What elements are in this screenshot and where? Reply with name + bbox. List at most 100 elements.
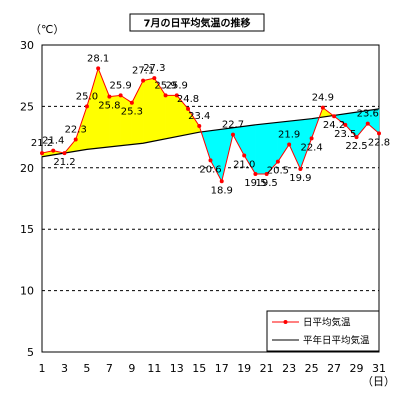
chart-title: 7月の日平均気温の推移 — [144, 17, 251, 30]
data-label: 20.5 — [267, 166, 289, 177]
data-point — [129, 100, 134, 105]
data-label: 27.3 — [143, 63, 165, 74]
data-label: 23.5 — [334, 129, 356, 140]
data-label: 23.6 — [357, 109, 379, 120]
data-label: 25.0 — [76, 91, 98, 102]
data-label: 18.9 — [211, 185, 233, 196]
data-point — [343, 122, 348, 127]
y-tick-label: 10 — [20, 285, 34, 298]
data-point — [141, 78, 146, 83]
data-point — [96, 66, 101, 71]
data-points — [40, 66, 381, 184]
data-point — [320, 105, 325, 110]
y-tick-label: 15 — [20, 223, 34, 236]
chart-title-box: 7月の日平均気温の推移 — [129, 13, 265, 32]
x-tick-label: 11 — [147, 362, 161, 375]
x-tick-label: 15 — [192, 362, 206, 375]
x-axis-label: （日） — [362, 375, 395, 388]
data-point — [242, 153, 247, 158]
data-label: 22.3 — [65, 125, 87, 136]
data-point — [73, 137, 78, 142]
data-point — [84, 104, 89, 109]
legend-marker-daily — [283, 320, 288, 324]
y-tick-label: 20 — [20, 162, 34, 175]
data-point — [208, 158, 213, 163]
y-tick-labels: 5 10 15 20 25 30 — [20, 39, 34, 359]
x-tick-label: 13 — [170, 362, 184, 375]
y-axis-label: （℃） — [30, 23, 64, 36]
x-tick-label: 19 — [237, 362, 251, 375]
x-tick-labels: 1 3 5 7 9 11 13 15 17 19 21 23 25 27 29 31 — [39, 362, 387, 375]
data-point — [152, 76, 157, 81]
data-label: 19.5 — [244, 178, 266, 189]
data-point — [186, 106, 191, 111]
data-label: 21.2 — [31, 138, 53, 149]
fill-above-normal — [165, 95, 178, 140]
data-label: 25.9 — [110, 80, 132, 91]
data-label: 22.8 — [368, 137, 390, 148]
data-label: 24.2 — [323, 120, 345, 131]
data-point — [377, 131, 381, 136]
data-label: 25.9 — [154, 80, 176, 91]
data-point — [287, 142, 292, 147]
data-label: 22.7 — [222, 120, 244, 131]
data-point — [118, 93, 123, 98]
data-label: 24.9 — [312, 93, 334, 104]
x-tick-label: 7 — [106, 362, 113, 375]
data-point — [332, 114, 337, 119]
data-label: 25.3 — [121, 107, 143, 118]
x-tick-label: 31 — [372, 362, 386, 375]
data-label: 21.2 — [53, 157, 75, 168]
x-tick-label: 25 — [305, 362, 319, 375]
legend: 日平均気温 平年日平均気温 — [266, 310, 380, 352]
data-label: 24.8 — [177, 94, 199, 105]
data-point — [365, 121, 370, 126]
data-point — [275, 159, 280, 164]
data-point — [298, 167, 303, 172]
y-tick-label: 25 — [20, 100, 34, 113]
y-tick-label: 5 — [27, 346, 34, 359]
x-tick-label: 5 — [83, 362, 90, 375]
data-point — [354, 135, 359, 140]
legend-label-daily: 日平均気温 — [303, 317, 351, 329]
series-line-normal — [41, 108, 380, 158]
x-tick-label: 1 — [39, 362, 46, 375]
fill-above-normal — [142, 77, 155, 144]
data-point — [163, 93, 168, 98]
legend-box — [266, 310, 380, 352]
data-point — [40, 151, 44, 156]
x-tick-label: 27 — [327, 362, 341, 375]
data-point — [174, 93, 179, 98]
data-point — [107, 94, 112, 99]
data-label: 27.1 — [132, 66, 154, 77]
data-label: 25.8 — [98, 101, 120, 112]
data-point — [51, 148, 56, 153]
x-tick-label: 23 — [282, 362, 296, 375]
x-tick-label: 29 — [350, 362, 364, 375]
data-labels: 21.221.421.222.325.028.125.825.925.327.1… — [31, 53, 390, 196]
data-point — [309, 136, 314, 141]
fill-below-normal — [255, 123, 267, 175]
data-point — [197, 124, 202, 129]
data-point — [230, 132, 235, 137]
data-label: 21.4 — [42, 136, 64, 147]
data-label: 19.5 — [256, 178, 278, 189]
data-label: 23.4 — [188, 111, 210, 122]
data-label: 20.6 — [199, 164, 221, 175]
data-label: 28.1 — [87, 53, 109, 64]
data-label: 22.5 — [345, 141, 367, 152]
data-point — [264, 171, 269, 176]
data-label: 19.9 — [289, 173, 311, 184]
x-tick-label: 21 — [260, 362, 274, 375]
data-label: 21.9 — [278, 129, 300, 140]
data-point — [253, 171, 258, 176]
x-tick-label: 3 — [61, 362, 68, 375]
data-point — [219, 179, 224, 184]
x-tick-label: 9 — [128, 362, 135, 375]
data-label: 22.4 — [300, 142, 322, 153]
x-tick-label: 17 — [215, 362, 229, 375]
data-label: 21.0 — [233, 160, 255, 171]
y-tick-label: 30 — [20, 39, 34, 52]
data-label: 25.9 — [166, 80, 188, 91]
